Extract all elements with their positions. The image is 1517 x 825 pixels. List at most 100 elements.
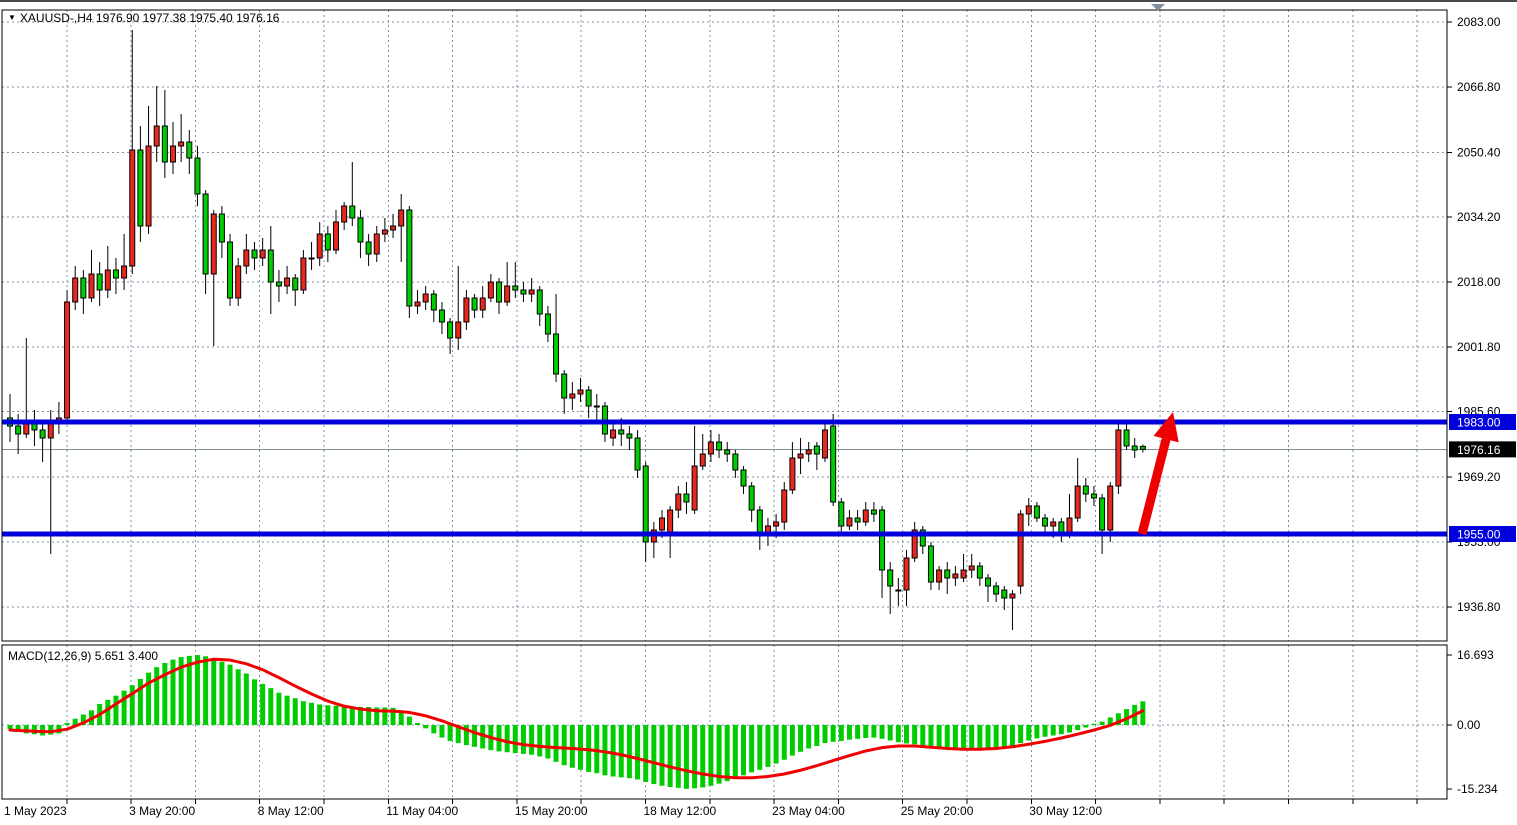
macd-bar (357, 706, 363, 725)
macd-bar (268, 688, 274, 725)
macd-bar (1050, 725, 1056, 736)
candle-down (854, 517, 861, 523)
candle-down (887, 569, 894, 587)
candle-up (1107, 485, 1114, 531)
macd-bar (284, 695, 290, 725)
candle-down (830, 425, 837, 503)
trend-arrow[interactable] (1137, 412, 1179, 536)
macd-bar (879, 725, 885, 739)
candle-up (773, 521, 780, 527)
macd-bar (154, 667, 160, 725)
time-axis[interactable]: 1 May 2023 3 May 20:00 8 May 12:00 11 May 0… (4, 799, 1418, 818)
macd-bar (211, 658, 217, 725)
candle-up (178, 141, 185, 147)
candle-down (349, 205, 356, 219)
candle-up (822, 429, 828, 459)
candle-up (72, 277, 79, 303)
candle-up (463, 297, 470, 323)
price-tick-label: 2001.80 (1457, 340, 1501, 354)
candle-up (145, 145, 152, 227)
macd-bar (203, 656, 209, 725)
candle-down (15, 425, 22, 435)
macd-bar (121, 690, 127, 725)
macd-bar (985, 725, 991, 749)
macd-bar (561, 725, 567, 766)
candle-down (112, 269, 119, 279)
candle-up (479, 297, 486, 311)
macd-bar (708, 725, 714, 786)
macd-bar (7, 725, 13, 730)
macd-bar (1075, 725, 1081, 731)
price-tick-label: 1969.20 (1457, 470, 1501, 484)
candle-up (170, 145, 176, 163)
candle-up (210, 213, 217, 275)
macd-bar (830, 725, 836, 742)
macd-bar (317, 704, 323, 725)
macd-bar (724, 725, 730, 782)
candle-down (976, 565, 983, 579)
macd-bar (1026, 725, 1032, 741)
macd-bar (194, 655, 200, 725)
macd-bar (667, 725, 673, 788)
macd-bar (1124, 709, 1130, 725)
candle-up (414, 301, 421, 307)
candle-down (585, 389, 592, 407)
price-tick-label: 2018.00 (1457, 275, 1501, 289)
macd-bar (781, 725, 787, 760)
macd-bar (186, 655, 192, 725)
candle-up (243, 249, 250, 267)
candle-up (284, 277, 291, 287)
chart-shift-marker[interactable] (1151, 4, 1165, 11)
candle-up (610, 429, 617, 439)
chart-dropdown-icon[interactable]: ▼ (8, 13, 16, 22)
candle-up (781, 489, 788, 523)
macd-bar (700, 725, 706, 788)
macd-bar (31, 725, 37, 735)
price-axis[interactable]: 2083.00 2066.80 2050.40 2034.20 2018.00 2001.… (1447, 15, 1516, 614)
candle-down (716, 441, 723, 451)
macd-bar (235, 669, 241, 725)
candle-down (1082, 485, 1089, 495)
candle-up (911, 529, 918, 559)
candle-down (1042, 517, 1049, 527)
macd-bar (610, 725, 616, 777)
candle-down (561, 373, 568, 399)
macd-bar (969, 725, 975, 751)
macd-bar (105, 699, 111, 725)
candle-down (1099, 497, 1106, 531)
macd-bar (578, 725, 583, 770)
macd-bar (773, 725, 779, 764)
macd-bar (904, 725, 909, 744)
symbol-ohlc-label: XAUUSD-,H4 1976.90 1977.38 1975.40 1976.… (19, 11, 280, 25)
candle-down (1123, 429, 1130, 447)
macd-bar (113, 695, 119, 725)
macd-bar (806, 725, 812, 749)
macd-bar (741, 725, 746, 776)
price-tick-label: 2050.40 (1457, 145, 1501, 159)
candle-down (438, 309, 445, 323)
macd-bar (846, 725, 852, 740)
candle-up (390, 225, 397, 231)
candle-down (161, 125, 168, 163)
macd-bar (765, 725, 771, 767)
price-tick-label: 2066.80 (1457, 80, 1501, 94)
macd-bar (749, 725, 755, 773)
macd-bar (382, 707, 388, 725)
candle-down (1139, 445, 1146, 450)
macd-bar (333, 705, 339, 725)
macd-bar (512, 725, 518, 754)
candle-up (1050, 521, 1057, 527)
candle-up (895, 589, 902, 592)
candle-up (1025, 505, 1032, 515)
macd-bar (129, 685, 135, 725)
candle-up (1115, 429, 1122, 487)
time-tick-label: 25 May 20:00 (901, 804, 974, 818)
macd-axis[interactable]: 16.693 0.00 -15.234 (1447, 648, 1498, 796)
candle-down (642, 465, 649, 543)
macd-bar (732, 725, 738, 779)
candle-down (879, 509, 886, 571)
candle-down (993, 585, 1000, 595)
macd-bar (887, 725, 893, 741)
